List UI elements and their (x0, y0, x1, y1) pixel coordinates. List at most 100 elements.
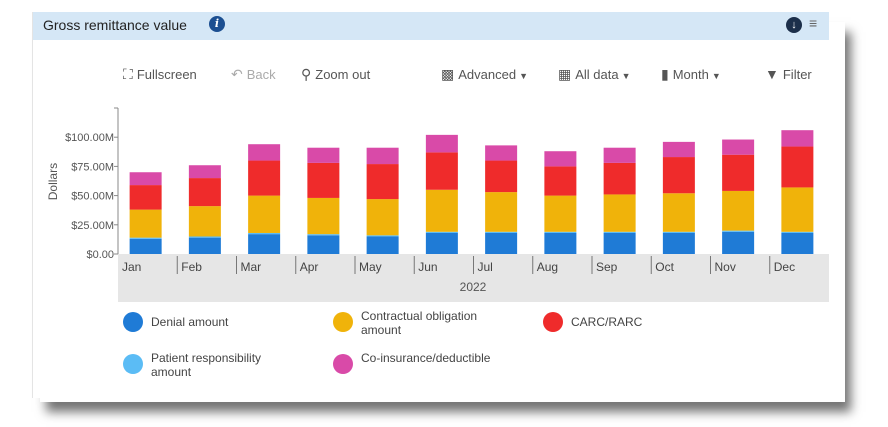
bar-segment[interactable] (781, 232, 814, 254)
bar-segment[interactable] (485, 160, 518, 193)
zoom-out-icon: ⚲ (301, 66, 312, 82)
month-label: Month (672, 67, 709, 82)
all-data-dropdown[interactable]: ▦ All data ▼ (558, 66, 631, 83)
y-tick-label: $25.00M (71, 220, 114, 232)
bar-segment[interactable] (129, 209, 162, 238)
hamburger-menu-icon[interactable]: ≡ (809, 15, 818, 31)
legend-swatch[interactable] (333, 354, 353, 374)
bar-segment[interactable] (425, 232, 458, 254)
bar-segment[interactable] (366, 147, 399, 165)
bar-segment[interactable] (129, 185, 162, 210)
bar-segment[interactable] (129, 172, 162, 186)
bar-segment[interactable] (662, 231, 695, 233)
bar-segment[interactable] (662, 232, 695, 254)
bar-segment[interactable] (425, 231, 458, 233)
bar-segment[interactable] (485, 192, 518, 232)
filter-label: Filter (782, 67, 812, 82)
bar-group (129, 130, 814, 254)
advanced-chart-icon: ▩ (441, 66, 455, 82)
bar-segment[interactable] (781, 187, 814, 232)
bar-segment[interactable] (307, 162, 340, 198)
bar-segment[interactable] (129, 237, 162, 239)
bar-segment[interactable] (603, 232, 636, 254)
legend-label[interactable]: Co-insurance/deductible (361, 351, 491, 365)
legend-label[interactable]: CARC/RARC (571, 315, 643, 329)
back-button[interactable]: ↶ Back (231, 66, 276, 83)
bar-segment[interactable] (425, 152, 458, 190)
x-tick-label: Oct (655, 260, 674, 274)
x-axis-year-label: 2022 (460, 280, 487, 294)
bar-segment[interactable] (366, 235, 399, 237)
bar-segment[interactable] (544, 151, 577, 167)
bar-segment[interactable] (248, 234, 281, 254)
month-dropdown[interactable]: ▮ Month ▼ (661, 66, 721, 83)
legend-label[interactable]: Contractual obligation amount (361, 309, 478, 337)
x-tick-label: Dec (774, 260, 795, 274)
bar-segment[interactable] (188, 236, 221, 238)
info-icon[interactable]: i (209, 16, 225, 32)
bar-segment[interactable] (603, 162, 636, 195)
filter-button[interactable]: ▼ Filter (765, 66, 812, 82)
bar-segment[interactable] (544, 195, 577, 232)
bar-segment[interactable] (544, 231, 577, 233)
y-axis-label: Dollars (46, 163, 60, 200)
bar-segment[interactable] (722, 139, 755, 155)
bar-segment[interactable] (485, 145, 518, 161)
bar-segment[interactable] (188, 178, 221, 207)
fullscreen-button[interactable]: ⛶ Fullscreen (123, 66, 197, 83)
caret-down-icon: ▼ (621, 71, 631, 81)
bar-segment[interactable] (722, 231, 755, 254)
bar-segment[interactable] (485, 231, 518, 233)
bar-segment[interactable] (662, 141, 695, 158)
bar-segment[interactable] (544, 232, 577, 254)
bar-segment[interactable] (662, 157, 695, 194)
legend-swatch[interactable] (123, 354, 143, 374)
bar-segment[interactable] (188, 206, 221, 237)
legend-label[interactable]: Patient responsibility amount (151, 351, 262, 379)
bar-segment[interactable] (722, 154, 755, 191)
bar-segment[interactable] (366, 199, 399, 236)
advanced-dropdown[interactable]: ▩ Advanced ▼ (441, 66, 528, 83)
bar-segment[interactable] (425, 189, 458, 232)
advanced-label: Advanced (458, 67, 517, 82)
legend-swatch[interactable] (333, 312, 353, 332)
x-tick-label: Apr (300, 260, 319, 274)
bar-segment[interactable] (722, 190, 755, 231)
zoom-out-button[interactable]: ⚲ Zoom out (301, 66, 370, 83)
bar-segment[interactable] (544, 166, 577, 196)
calendar-icon: ▦ (558, 66, 572, 82)
x-tick-label: Jul (478, 260, 493, 274)
bar-segment[interactable] (248, 160, 281, 196)
filter-icon: ▼ (765, 66, 779, 82)
bar-segment[interactable] (603, 231, 636, 233)
bar-segment[interactable] (307, 197, 340, 235)
bar-segment[interactable] (781, 146, 814, 188)
legend-swatch[interactable] (543, 312, 563, 332)
download-icon[interactable]: ↓ (786, 17, 802, 33)
legend-swatch[interactable] (123, 312, 143, 332)
bar-segment[interactable] (722, 230, 755, 232)
bar-segment[interactable] (603, 147, 636, 163)
x-axis: Jan Feb Mar Apr May Jun Jul Aug Sep Oct Nov Dec (122, 256, 795, 274)
bar-segment[interactable] (781, 231, 814, 233)
bar-segment[interactable] (603, 194, 636, 232)
chart-card: Gross remittance value i ↓ ≡ ⛶ Fullscreen… (32, 12, 829, 398)
bar-segment[interactable] (781, 130, 814, 147)
bar-segment[interactable] (366, 236, 399, 254)
legend-label[interactable]: Denial amount (151, 315, 229, 329)
bar-segment[interactable] (307, 235, 340, 254)
bar-segment[interactable] (485, 232, 518, 254)
bar-segment[interactable] (307, 147, 340, 163)
x-tick-label: Jun (418, 260, 437, 274)
y-tick-label: $0.00 (86, 249, 114, 261)
bar-segment[interactable] (366, 164, 399, 200)
bar-segment[interactable] (307, 234, 340, 236)
bar-segment[interactable] (248, 195, 281, 233)
bar-segment[interactable] (129, 238, 162, 254)
bar-segment[interactable] (188, 237, 221, 254)
bar-segment[interactable] (188, 165, 221, 179)
bar-segment[interactable] (248, 144, 281, 161)
bar-segment[interactable] (248, 232, 281, 235)
bar-segment[interactable] (662, 193, 695, 232)
bar-segment[interactable] (425, 134, 458, 153)
